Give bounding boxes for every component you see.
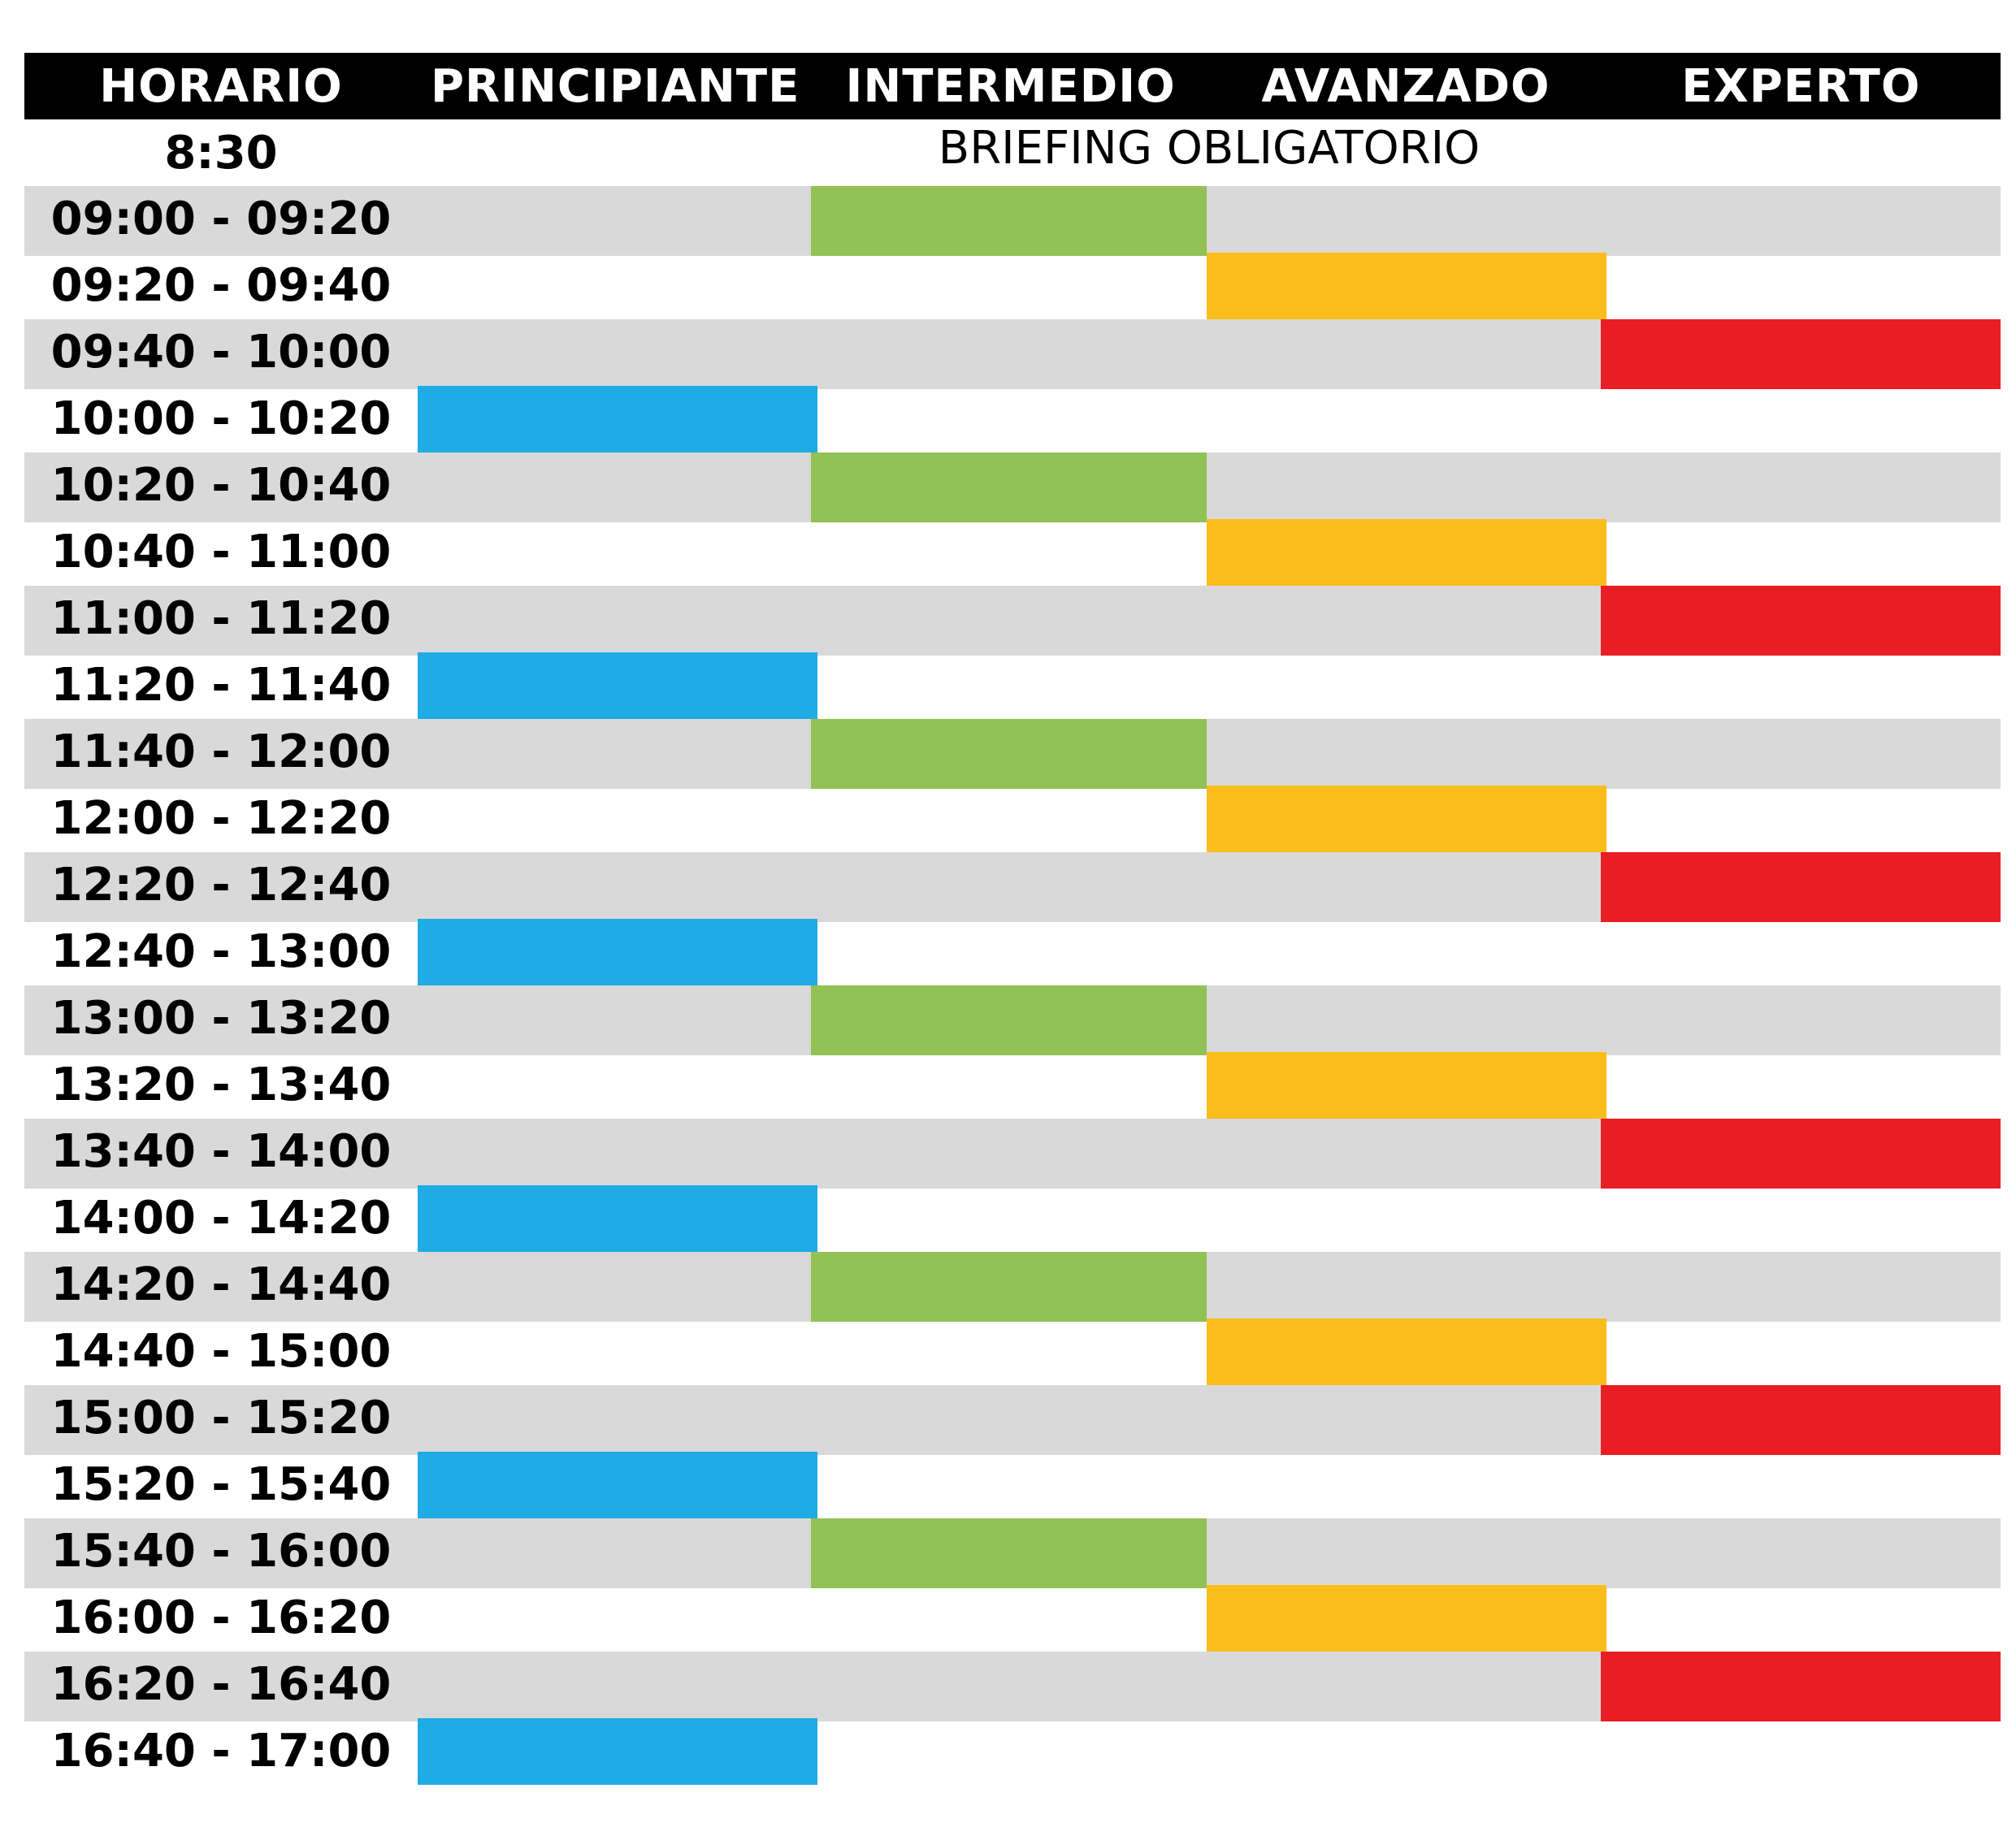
session-block-avanzado — [1207, 1052, 1606, 1119]
table-row: 11:20 - 11:40 — [24, 652, 2001, 719]
slot-time: 15:00 - 15:20 — [50, 1392, 392, 1444]
session-block-intermedio — [811, 719, 1207, 789]
table-row: 12:20 - 12:40 — [24, 852, 2001, 922]
header-row: HORARIO PRINCIPIANTE INTERMEDIO AVANZADO… — [24, 53, 2001, 119]
table-row: 11:40 - 12:00 — [24, 719, 2001, 789]
slot-time: 14:40 - 15:00 — [50, 1325, 392, 1378]
slot-time: 16:20 - 16:40 — [50, 1658, 392, 1711]
session-block-experto — [1601, 1385, 2001, 1455]
briefing-label: BRIEFING OBLIGATORIO — [938, 121, 1481, 175]
table-row: 14:20 - 14:40 — [24, 1252, 2001, 1322]
slot-time: 15:40 - 16:00 — [50, 1525, 392, 1578]
slot-time: 11:40 - 12:00 — [50, 725, 392, 778]
time-slots: 09:00 - 09:20 09:20 - 09:40 09:40 - 10:00 1… — [24, 186, 2001, 1788]
table-row: 10:20 - 10:40 — [24, 453, 2001, 522]
table-row: 15:00 - 15:20 — [24, 1385, 2001, 1455]
table-row: 14:00 - 14:20 — [24, 1185, 2001, 1252]
table-row: 16:40 - 17:00 — [24, 1718, 2001, 1785]
session-block-intermedio — [811, 453, 1207, 522]
table-row: 12:00 - 12:20 — [24, 786, 2001, 852]
table-row: 11:00 - 11:20 — [24, 586, 2001, 656]
slot-time: 13:40 - 14:00 — [50, 1125, 392, 1178]
session-block-principiante — [418, 652, 817, 719]
slot-time: 13:00 - 13:20 — [50, 992, 392, 1045]
session-block-experto — [1601, 319, 2001, 389]
session-block-principiante — [418, 919, 817, 985]
session-block-experto — [1601, 1119, 2001, 1189]
session-block-intermedio — [811, 1252, 1207, 1322]
session-block-avanzado — [1207, 786, 1606, 852]
slot-time: 09:40 - 10:00 — [50, 326, 392, 379]
slot-time: 11:20 - 11:40 — [50, 659, 392, 712]
slot-time: 15:20 - 15:40 — [50, 1458, 392, 1511]
session-block-principiante — [418, 1452, 817, 1518]
session-block-avanzado — [1207, 1585, 1606, 1652]
table-row: 12:40 - 13:00 — [24, 919, 2001, 985]
slot-time: 13:20 - 13:40 — [50, 1059, 392, 1111]
slot-time: 09:20 - 09:40 — [50, 259, 392, 312]
header-experto: EXPERTO — [1681, 59, 1921, 113]
session-block-experto — [1601, 1652, 2001, 1721]
slot-time: 10:00 - 10:20 — [50, 392, 392, 445]
header-horario: HORARIO — [99, 59, 343, 113]
table-row: 10:40 - 11:00 — [24, 519, 2001, 586]
slot-time: 16:00 - 16:20 — [50, 1591, 392, 1644]
briefing-time: 8:30 — [164, 126, 278, 180]
session-block-avanzado — [1207, 1319, 1606, 1385]
slot-time: 12:00 - 12:20 — [50, 792, 392, 845]
session-block-intermedio — [811, 985, 1207, 1055]
header-intermedio: INTERMEDIO — [845, 59, 1176, 113]
session-block-avanzado — [1207, 519, 1606, 586]
slot-time: 12:40 - 13:00 — [50, 925, 392, 978]
table-row: 09:00 - 09:20 — [24, 186, 2001, 256]
session-block-experto — [1601, 586, 2001, 656]
slot-time: 11:00 - 11:20 — [50, 592, 392, 645]
slot-time: 14:20 - 14:40 — [50, 1258, 392, 1311]
table-row: 15:40 - 16:00 — [24, 1518, 2001, 1588]
session-block-experto — [1601, 852, 2001, 922]
slot-time: 10:40 - 11:00 — [50, 526, 392, 578]
slot-time: 10:20 - 10:40 — [50, 459, 392, 512]
table-row: 16:00 - 16:20 — [24, 1585, 2001, 1652]
briefing-row: 8:30 BRIEFING OBLIGATORIO — [24, 119, 2001, 186]
table-row: 10:00 - 10:20 — [24, 386, 2001, 453]
table-row: 14:40 - 15:00 — [24, 1319, 2001, 1385]
session-block-principiante — [418, 1718, 817, 1785]
table-row: 16:20 - 16:40 — [24, 1652, 2001, 1721]
session-block-principiante — [418, 1185, 817, 1252]
table-row: 13:00 - 13:20 — [24, 985, 2001, 1055]
slot-time: 09:00 - 09:20 — [50, 193, 392, 245]
slot-time: 16:40 - 17:00 — [50, 1725, 392, 1778]
header-avanzado: AVANZADO — [1261, 59, 1550, 113]
table-row: 13:20 - 13:40 — [24, 1052, 2001, 1119]
header-principiante: PRINCIPIANTE — [431, 59, 800, 113]
slot-time: 14:00 - 14:20 — [50, 1192, 392, 1245]
table-row: 15:20 - 15:40 — [24, 1452, 2001, 1518]
slot-time: 12:20 - 12:40 — [50, 859, 392, 912]
session-block-principiante — [418, 386, 817, 453]
table-row: 09:20 - 09:40 — [24, 253, 2001, 319]
schedule-table: HORARIO PRINCIPIANTE INTERMEDIO AVANZADO… — [24, 53, 2001, 1788]
session-block-intermedio — [811, 186, 1207, 256]
session-block-intermedio — [811, 1518, 1207, 1588]
table-row: 13:40 - 14:00 — [24, 1119, 2001, 1189]
session-block-avanzado — [1207, 253, 1606, 319]
table-row: 09:40 - 10:00 — [24, 319, 2001, 389]
